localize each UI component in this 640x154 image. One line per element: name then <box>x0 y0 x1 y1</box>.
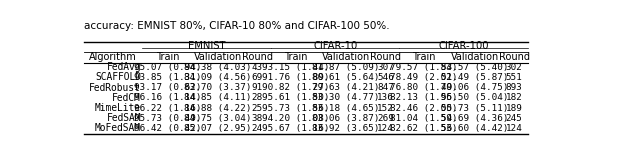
Text: 83.92 (3.65): 83.92 (3.65) <box>312 124 380 133</box>
Text: 38: 38 <box>252 114 262 123</box>
Text: 79.57 (1.84): 79.57 (1.84) <box>390 63 458 72</box>
Text: 55.73 (5.11): 55.73 (5.11) <box>441 103 508 113</box>
Text: FedRobust: FedRobust <box>89 83 141 93</box>
Text: 302: 302 <box>506 63 522 72</box>
Text: 79.63 (4.21): 79.63 (4.21) <box>312 83 380 92</box>
Text: 84.85 (4.11): 84.85 (4.11) <box>184 93 252 102</box>
Text: 847: 847 <box>377 83 394 92</box>
Text: Validation: Validation <box>322 52 370 62</box>
Text: 91.76 (1.89): 91.76 (1.89) <box>262 73 330 82</box>
Text: 189: 189 <box>506 103 522 113</box>
Text: 91: 91 <box>252 83 262 92</box>
Text: 24: 24 <box>252 124 262 133</box>
Text: 69: 69 <box>252 73 262 82</box>
Text: 136: 136 <box>377 93 394 102</box>
Text: CIFAR-100: CIFAR-100 <box>438 41 489 51</box>
Text: Train: Train <box>284 52 307 62</box>
Text: Train: Train <box>156 52 179 62</box>
Text: 49.06 (4.75): 49.06 (4.75) <box>441 83 508 92</box>
Text: accuracy: EMNIST 80%, CIFAR-10 80% and CIFAR-100 50%.: accuracy: EMNIST 80%, CIFAR-10 80% and C… <box>84 21 390 31</box>
Text: Validation: Validation <box>451 52 499 62</box>
Text: SCAFFOLD: SCAFFOLD <box>95 72 141 82</box>
Text: 96.16 (1.14): 96.16 (1.14) <box>134 93 201 102</box>
Text: 96.22 (1.16): 96.22 (1.16) <box>134 103 201 113</box>
Text: 83.06 (3.87): 83.06 (3.87) <box>312 114 380 123</box>
Text: 81.04 (1.59): 81.04 (1.59) <box>390 114 458 123</box>
Text: 76.80 (1.70): 76.80 (1.70) <box>390 83 458 92</box>
Text: 96.42 (0.42): 96.42 (0.42) <box>134 124 201 133</box>
Text: 95.73 (0.49): 95.73 (0.49) <box>134 114 201 123</box>
Text: 551: 551 <box>506 73 522 82</box>
Text: 80.61 (5.64): 80.61 (5.64) <box>312 73 380 82</box>
Text: MoFedSAM: MoFedSAM <box>95 123 141 133</box>
Text: 269: 269 <box>377 114 394 123</box>
Text: 95.67 (1.16): 95.67 (1.16) <box>262 124 330 133</box>
Text: Round: Round <box>499 52 529 62</box>
Text: Algorithm: Algorithm <box>90 52 137 62</box>
Text: 893: 893 <box>506 83 522 92</box>
Text: 82.13 (1.96): 82.13 (1.96) <box>390 93 458 102</box>
Text: 124: 124 <box>506 124 522 133</box>
Text: 307: 307 <box>377 63 394 72</box>
Text: 95.73 (1.56): 95.73 (1.56) <box>262 103 330 113</box>
Text: FedAvg: FedAvg <box>106 62 141 72</box>
Text: Train: Train <box>412 52 436 62</box>
Text: 95.61 (1.50): 95.61 (1.50) <box>262 93 330 102</box>
Text: 152: 152 <box>377 103 394 113</box>
Text: Round: Round <box>241 52 273 62</box>
Text: 28: 28 <box>252 93 262 102</box>
Text: 56.60 (4.42): 56.60 (4.42) <box>441 124 508 133</box>
Text: 94.20 (1.08): 94.20 (1.08) <box>262 114 330 123</box>
Text: Validation: Validation <box>193 52 242 62</box>
Text: 54.69 (4.36): 54.69 (4.36) <box>441 114 508 123</box>
Text: EMNIST: EMNIST <box>188 41 225 51</box>
Text: 95.07 (0.94): 95.07 (0.94) <box>134 63 201 72</box>
Text: 84.09 (4.56): 84.09 (4.56) <box>184 73 252 82</box>
Text: 93.15 (1.44): 93.15 (1.44) <box>262 63 330 72</box>
Text: 546: 546 <box>377 73 394 82</box>
Text: 93.17 (0.62): 93.17 (0.62) <box>134 83 201 92</box>
Text: Round: Round <box>370 52 401 62</box>
Text: 83.30 (4.77): 83.30 (4.77) <box>312 93 380 102</box>
Text: MimeLite: MimeLite <box>95 103 141 113</box>
Text: 25: 25 <box>252 103 262 113</box>
Text: 81.87 (5.09): 81.87 (5.09) <box>312 63 380 72</box>
Text: 82.46 (2.00): 82.46 (2.00) <box>390 103 458 113</box>
Text: 43: 43 <box>252 63 262 72</box>
Text: 82.62 (1.53): 82.62 (1.53) <box>390 124 458 133</box>
Text: FedSAM: FedSAM <box>106 113 141 123</box>
Text: 83.70 (3.37): 83.70 (3.37) <box>184 83 252 92</box>
Text: 55.50 (5.04): 55.50 (5.04) <box>441 93 508 102</box>
Text: 84.38 (4.03): 84.38 (4.03) <box>184 63 252 72</box>
Text: 53.57 (5.40): 53.57 (5.40) <box>441 63 508 72</box>
Text: FedCM: FedCM <box>112 93 141 103</box>
Text: 182: 182 <box>506 93 522 102</box>
Text: 93.85 (1.31): 93.85 (1.31) <box>134 73 201 82</box>
Text: 83.18 (4.65): 83.18 (4.65) <box>312 103 380 113</box>
Text: CIFAR-10: CIFAR-10 <box>313 41 357 51</box>
Text: 245: 245 <box>506 114 522 123</box>
Text: 51.49 (5.87): 51.49 (5.87) <box>441 73 508 82</box>
Text: 124: 124 <box>377 124 394 133</box>
Text: 85.07 (2.95): 85.07 (2.95) <box>184 124 252 133</box>
Text: 84.75 (3.04): 84.75 (3.04) <box>184 114 252 123</box>
Text: 90.82 (1.27): 90.82 (1.27) <box>262 83 330 92</box>
Text: 78.49 (2.02): 78.49 (2.02) <box>390 73 458 82</box>
Text: 84.88 (4.22): 84.88 (4.22) <box>184 103 252 113</box>
